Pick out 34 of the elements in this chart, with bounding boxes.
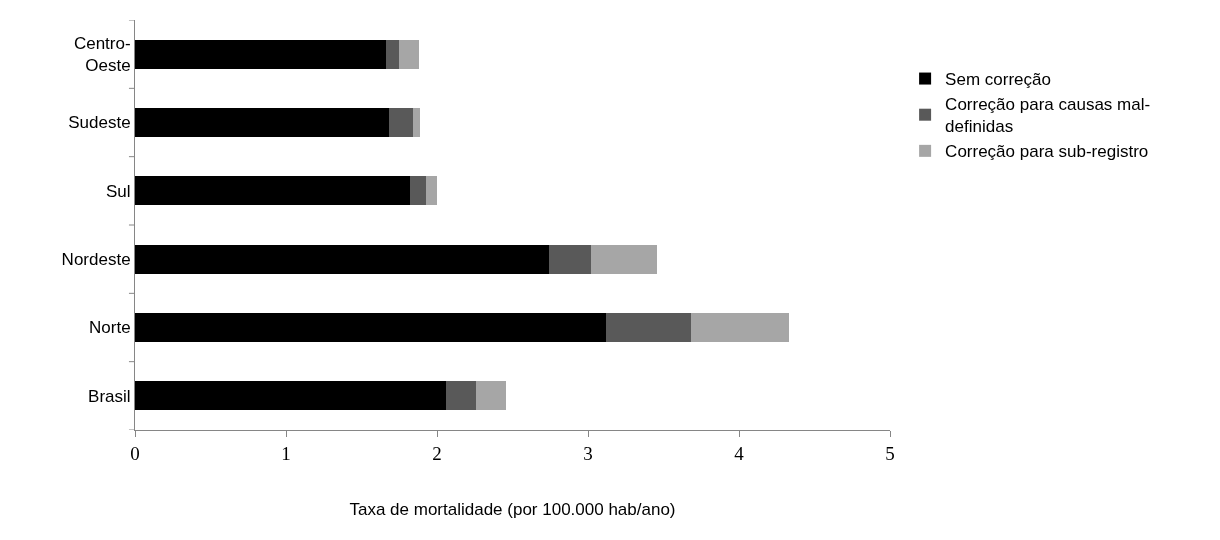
y-tick-label: Sul	[106, 181, 131, 201]
bar	[135, 176, 410, 206]
bar	[135, 244, 549, 274]
x-tick-label: 1	[281, 442, 291, 464]
x-tick-label: 2	[432, 442, 442, 464]
bar	[135, 39, 386, 69]
bar	[135, 381, 447, 411]
bar	[606, 313, 691, 342]
bar	[399, 39, 419, 69]
x-tick-label: 0	[130, 442, 140, 464]
bar	[135, 108, 389, 137]
bar	[409, 176, 427, 206]
legend-label: Correção para sub-registro	[945, 142, 1149, 162]
bar	[591, 244, 658, 274]
x-tick-label: 5	[885, 442, 895, 464]
bar	[388, 108, 413, 137]
x-tick-label: 3	[583, 442, 593, 464]
bar	[135, 313, 607, 342]
y-tick-label: Norte	[89, 318, 131, 338]
y-tick-label: Centro-Oeste	[73, 34, 131, 76]
bar	[446, 381, 477, 411]
legend-label: Sem correção	[945, 70, 1051, 90]
bar	[426, 176, 437, 206]
bar	[476, 381, 507, 411]
bar	[548, 244, 592, 274]
y-tick-label: Nordeste	[61, 250, 131, 270]
bar	[385, 39, 400, 69]
x-tick-label: 4	[734, 442, 745, 464]
bar	[412, 108, 421, 137]
y-tick-label: Brasil	[88, 386, 131, 406]
legend-label: Correção para causas mal-definidas	[945, 95, 1151, 137]
y-tick-label: Sudeste	[68, 113, 131, 133]
x-axis-title: Taxa de mortalidade (por 100.000 hab/ano)	[349, 500, 676, 520]
bar	[690, 313, 789, 342]
